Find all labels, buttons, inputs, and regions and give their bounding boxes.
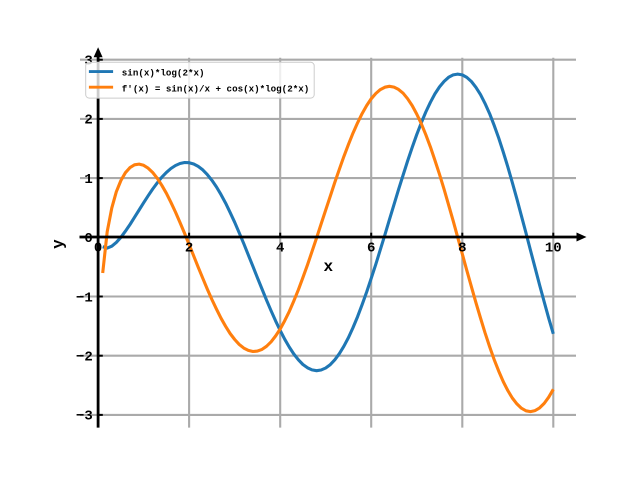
svg-text:−2: −2 [76,350,93,366]
svg-text:0: 0 [84,231,92,247]
svg-text:8: 8 [458,241,466,257]
svg-text:3: 3 [84,54,92,70]
svg-text:0: 0 [94,241,102,257]
svg-text:x: x [323,258,333,276]
svg-text:10: 10 [545,241,562,257]
svg-text:sin(x)*log(2*x): sin(x)*log(2*x) [122,67,205,78]
svg-text:f'(x) = sin(x)/x + cos(x)*log(: f'(x) = sin(x)/x + cos(x)*log(2*x) [122,83,309,94]
svg-text:−1: −1 [76,290,93,306]
svg-text:6: 6 [367,241,375,257]
svg-text:−3: −3 [76,409,93,425]
svg-text:4: 4 [276,241,284,257]
svg-text:1: 1 [84,172,92,188]
svg-text:y: y [49,239,67,249]
svg-text:2: 2 [185,241,193,257]
svg-text:2: 2 [84,113,92,129]
